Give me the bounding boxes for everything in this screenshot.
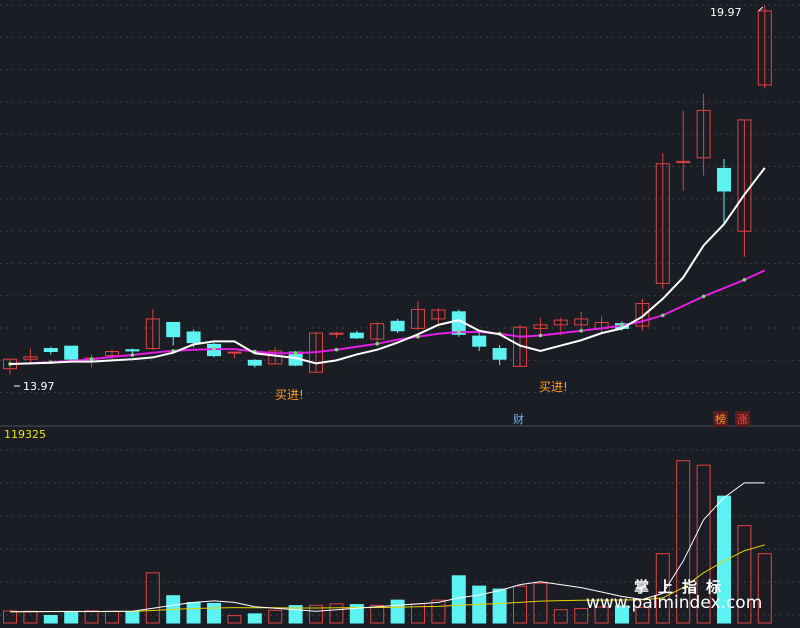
volume-bar [247, 613, 262, 624]
limit-up-tag[interactable]: 涨 [735, 411, 750, 427]
volume-average-lines [9, 482, 765, 613]
volume-bar [553, 609, 568, 624]
candle-body [145, 318, 160, 350]
buy-signal-label: 买进! [275, 388, 304, 402]
candle-body [390, 320, 405, 332]
volume-max-label: 119325 [4, 428, 46, 441]
ma-dot [334, 347, 339, 352]
ma-long-line [9, 269, 766, 365]
candle-body [553, 319, 568, 326]
volume-bar [696, 464, 711, 624]
price-markers [14, 6, 764, 387]
candlestick-series [3, 5, 772, 375]
volume-bar [105, 610, 119, 624]
candle-body [492, 348, 507, 360]
volume-bar [492, 588, 507, 624]
volume-ma-long-line [10, 544, 765, 613]
volume-bar [268, 609, 283, 624]
candle-body [329, 332, 344, 335]
candle-body [431, 309, 446, 320]
candle-body [757, 10, 772, 86]
volume-bar [737, 525, 752, 624]
candle-body [227, 351, 242, 354]
ma-dot [375, 342, 380, 346]
grid-lines [0, 4, 800, 616]
volume-bar [23, 610, 38, 624]
candle-body [23, 356, 38, 360]
volume-bar [757, 553, 772, 624]
candle-body [43, 348, 58, 352]
volume-bar [574, 608, 589, 624]
volume-bar [655, 553, 670, 624]
volume-ma-short-line [9, 482, 765, 613]
volume-bar [84, 610, 99, 624]
volume-bar [717, 495, 731, 624]
volume-bar [615, 605, 629, 624]
candle-body [533, 324, 548, 329]
ma-dot [130, 353, 135, 357]
candle-body [105, 351, 119, 357]
volume-bar [3, 610, 17, 624]
candle-body [472, 335, 487, 347]
buy-signal-label: 买进! [539, 380, 568, 394]
candle-body [186, 331, 201, 344]
volume-bar [676, 460, 691, 624]
candle-body [64, 345, 79, 360]
candle-body [166, 321, 181, 338]
ranking-list-tag[interactable]: 榜 [713, 411, 728, 427]
high-pointer [758, 6, 764, 12]
candle-body [676, 160, 691, 164]
ma-dot [742, 278, 747, 282]
moving-average-lines [8, 167, 766, 366]
candle-body [635, 303, 650, 327]
volume-bar [125, 611, 140, 624]
ma-dot [457, 330, 461, 334]
finance-event-tag[interactable]: 财 [513, 413, 524, 426]
candle-body [268, 350, 283, 365]
volume-bar [431, 599, 446, 624]
candle-body [655, 163, 670, 284]
volume-bar [329, 603, 344, 624]
volume-bar [207, 602, 221, 624]
volume-bar [390, 599, 405, 624]
ma-dot [661, 313, 665, 318]
ma-dot [293, 351, 298, 356]
price-high-label: 19.97 [710, 6, 742, 19]
ma-dot [579, 328, 583, 333]
ma-dot [89, 357, 94, 362]
volume-bar [64, 611, 79, 624]
ma-dot [701, 294, 706, 299]
watermark-url: www.palmindex.com [586, 593, 763, 613]
ma-short-line [9, 167, 766, 365]
volume-bar [145, 572, 160, 624]
candle-body [717, 167, 731, 192]
volume-bar [370, 604, 385, 624]
volume-bar [227, 615, 242, 624]
volume-bar [513, 585, 527, 624]
candle-body [349, 332, 364, 339]
watermark-title: 掌上指标 [634, 578, 731, 596]
volume-bar [594, 606, 609, 624]
candle-body [737, 119, 752, 232]
ma-dot [538, 333, 543, 338]
candle-body [247, 359, 262, 366]
candle-body [370, 323, 385, 340]
candle-body [696, 109, 711, 159]
ma-dot [620, 323, 624, 328]
volume-bar [349, 604, 364, 624]
volume-bar [533, 582, 548, 624]
volume-bar [309, 604, 323, 624]
candle-body [574, 318, 589, 326]
volume-bar [635, 607, 650, 624]
candle-body [411, 308, 425, 329]
price-low-label: 13.97 [23, 380, 55, 393]
candle-body [125, 349, 140, 352]
volume-bar [186, 601, 201, 624]
volume-bar [43, 614, 58, 624]
ma-dot [416, 334, 420, 339]
ma-dot [212, 347, 216, 351]
